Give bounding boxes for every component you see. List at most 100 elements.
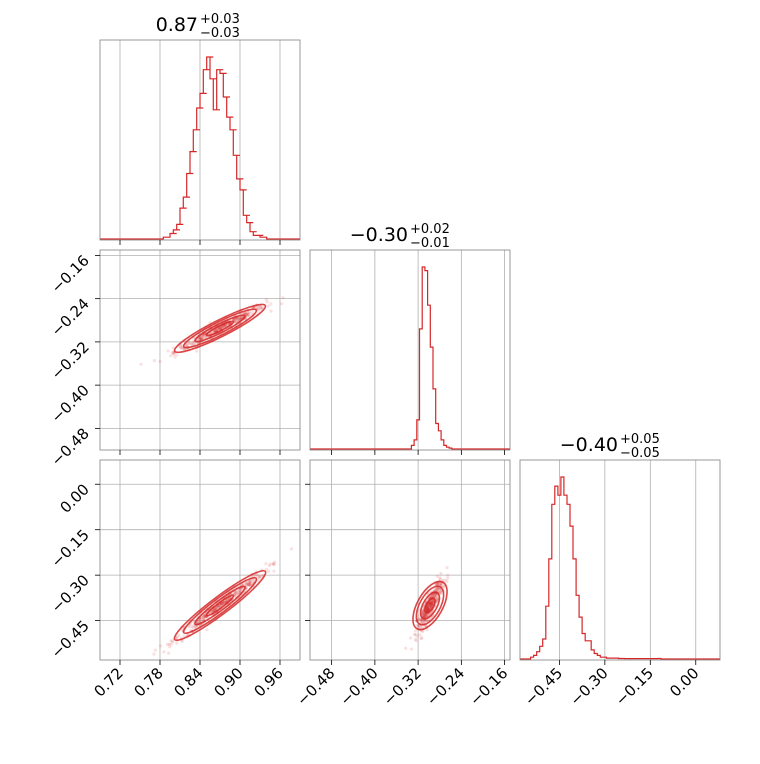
sample-point bbox=[213, 329, 217, 333]
scatter-panel-1-0 bbox=[99, 249, 301, 451]
sample-point bbox=[423, 614, 427, 618]
sample-point bbox=[430, 602, 434, 606]
sample-point bbox=[425, 608, 429, 612]
sample-point bbox=[426, 603, 431, 607]
sample-point bbox=[418, 625, 422, 630]
sample-point bbox=[195, 349, 199, 353]
sample-point bbox=[435, 598, 439, 602]
sample-point bbox=[245, 312, 249, 316]
x-tick-label: −0.16 bbox=[466, 664, 511, 709]
sample-point bbox=[280, 302, 284, 306]
sample-point bbox=[159, 644, 163, 648]
sample-point bbox=[224, 323, 228, 328]
scatter-panel-2-0 bbox=[99, 459, 301, 661]
sample-point bbox=[237, 588, 241, 593]
sample-point bbox=[425, 606, 429, 610]
sample-point bbox=[166, 349, 170, 353]
sample-point bbox=[427, 606, 431, 610]
sample-point bbox=[420, 618, 424, 622]
sample-point bbox=[255, 573, 259, 577]
sample-point bbox=[220, 326, 224, 330]
sample-point bbox=[431, 598, 435, 602]
sample-point bbox=[417, 617, 421, 621]
sample-point bbox=[251, 578, 255, 582]
sample-point bbox=[434, 587, 438, 591]
sample-point bbox=[269, 302, 273, 306]
sample-point bbox=[201, 617, 205, 622]
sample-point bbox=[439, 571, 443, 576]
sample-point bbox=[422, 618, 427, 623]
sample-point bbox=[202, 615, 206, 620]
sample-point bbox=[171, 639, 175, 643]
sample-point bbox=[423, 612, 427, 616]
sample-point bbox=[165, 642, 170, 647]
sample-point bbox=[175, 635, 179, 639]
sample-point bbox=[258, 305, 262, 309]
sample-point bbox=[153, 648, 157, 652]
sample-point bbox=[439, 588, 443, 592]
sample-point bbox=[414, 639, 418, 643]
sample-point bbox=[420, 636, 424, 640]
sample-point bbox=[234, 319, 238, 323]
sample-point bbox=[245, 313, 249, 317]
y-tick-label: −0.40 bbox=[48, 381, 93, 426]
sample-point bbox=[233, 590, 237, 594]
sample-point bbox=[233, 592, 237, 596]
sample-point bbox=[201, 336, 205, 340]
sample-point bbox=[180, 628, 184, 632]
sample-point bbox=[246, 313, 250, 317]
density-contour bbox=[205, 320, 235, 337]
sample-point bbox=[198, 336, 203, 340]
sample-point bbox=[257, 307, 261, 311]
sample-point bbox=[201, 334, 205, 338]
sample-point bbox=[430, 600, 434, 604]
sample-point bbox=[430, 602, 434, 606]
sample-point bbox=[430, 602, 434, 606]
hist-panel-2: −0.40 +0.05−0.05 bbox=[519, 432, 721, 661]
sample-point bbox=[210, 610, 214, 614]
sample-point bbox=[416, 624, 421, 628]
density-contour bbox=[419, 591, 441, 620]
sample-point bbox=[417, 618, 421, 622]
y-tick-label: −0.30 bbox=[48, 571, 93, 616]
sample-point bbox=[431, 593, 435, 597]
sample-point bbox=[422, 620, 426, 625]
param-title-lower-1: −0.01 bbox=[410, 236, 450, 251]
sample-point bbox=[431, 599, 435, 603]
sample-point bbox=[169, 642, 173, 646]
sample-point bbox=[436, 586, 440, 590]
sample-point bbox=[215, 605, 220, 609]
sample-point bbox=[425, 607, 430, 611]
sample-point bbox=[246, 583, 250, 587]
sample-point bbox=[168, 645, 172, 649]
sample-point bbox=[423, 614, 427, 618]
sample-point bbox=[439, 581, 443, 586]
sample-point bbox=[439, 592, 443, 596]
sample-point bbox=[214, 607, 218, 611]
sample-point bbox=[167, 642, 171, 646]
density-contour bbox=[205, 594, 235, 617]
sample-point bbox=[429, 601, 433, 605]
sample-point bbox=[243, 311, 247, 315]
density-contour bbox=[182, 576, 258, 635]
x-tick-label: −0.48 bbox=[293, 664, 338, 709]
sample-point bbox=[273, 560, 277, 564]
sample-point bbox=[269, 309, 273, 313]
y-tick-label: −0.15 bbox=[48, 526, 93, 571]
sample-point bbox=[191, 342, 195, 346]
sample-point bbox=[432, 594, 436, 598]
sample-point bbox=[445, 566, 449, 570]
sample-point bbox=[200, 336, 204, 340]
sample-point bbox=[441, 578, 445, 582]
density-contour bbox=[173, 569, 267, 642]
sample-point bbox=[272, 562, 276, 567]
sample-point bbox=[175, 641, 179, 645]
sample-point bbox=[246, 582, 250, 586]
sample-point bbox=[290, 547, 294, 551]
sample-point bbox=[198, 336, 202, 341]
sample-point bbox=[211, 609, 215, 613]
sample-point bbox=[219, 327, 223, 331]
x-tick-label: −0.45 bbox=[521, 664, 566, 709]
sample-point bbox=[152, 652, 156, 656]
sample-point bbox=[421, 629, 425, 634]
